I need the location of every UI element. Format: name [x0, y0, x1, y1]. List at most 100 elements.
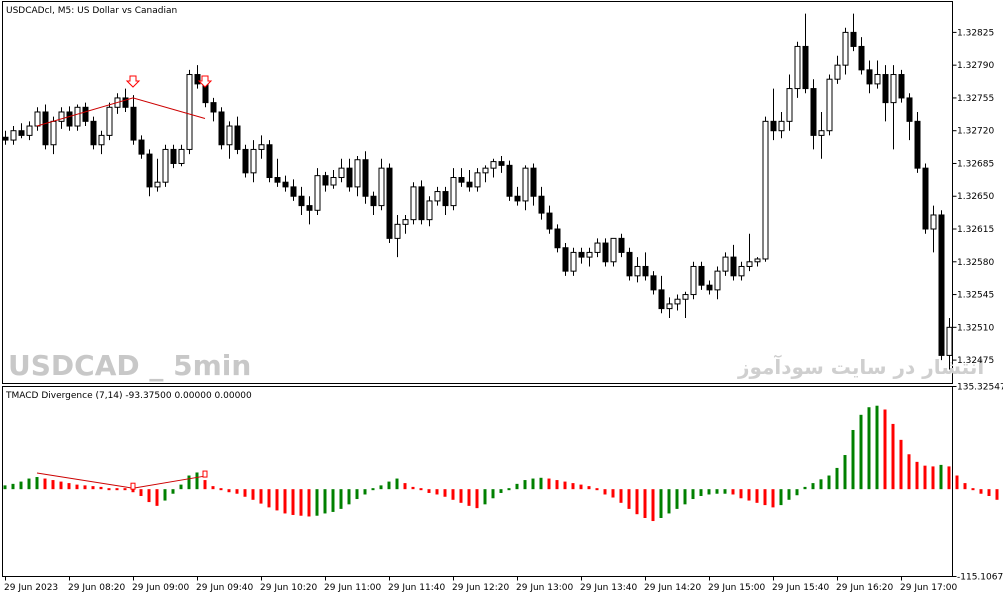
candle	[530, 163, 537, 206]
histogram-bar	[915, 461, 919, 490]
candle	[194, 65, 201, 89]
price-tick-label: 1.32650	[957, 192, 994, 202]
candle	[330, 170, 337, 189]
histogram-bar	[651, 489, 655, 522]
histogram-bar	[299, 489, 303, 516]
histogram-bar	[259, 489, 263, 504]
candle-body	[762, 120, 769, 260]
candle-body	[722, 256, 729, 272]
candle-body	[410, 186, 417, 221]
histogram-bar	[283, 489, 287, 514]
candle	[282, 175, 289, 192]
candle	[82, 102, 89, 127]
histogram-bar	[99, 486, 103, 490]
candle	[18, 123, 25, 139]
candle-body	[858, 45, 865, 71]
histogram-bar	[211, 486, 215, 490]
candles-group	[2, 13, 953, 370]
candle-body	[482, 167, 489, 174]
price-tick-label: 1.32475	[957, 356, 994, 366]
histogram-bar	[147, 489, 151, 503]
candle	[410, 182, 417, 225]
time-tick-label: 29 Jun 17:00	[900, 583, 957, 593]
candle-body	[826, 78, 833, 132]
candle	[562, 243, 569, 276]
time-tick-label: 29 Jun 15:40	[772, 583, 829, 593]
candle	[946, 317, 953, 370]
candle	[42, 104, 49, 150]
candle	[914, 111, 921, 173]
candle-body	[618, 237, 625, 253]
histogram-bar	[139, 489, 143, 496]
candle-body	[922, 167, 929, 230]
candle	[426, 196, 433, 227]
candle	[402, 214, 409, 234]
histogram-bar	[939, 464, 943, 490]
histogram-bar	[843, 455, 847, 490]
candle-body	[570, 251, 577, 272]
price-tick-label: 1.32510	[957, 323, 994, 333]
candle-body	[418, 186, 425, 221]
candle	[274, 158, 281, 187]
main-pane-frame	[2, 1, 953, 384]
histogram-group	[3, 405, 999, 522]
candle-body	[26, 125, 33, 136]
candle	[58, 107, 65, 129]
histogram-bar	[251, 489, 255, 500]
histogram-bar	[83, 485, 87, 490]
candle-body	[386, 167, 393, 239]
candle	[514, 186, 521, 206]
candle	[850, 13, 857, 52]
histogram-bar	[11, 483, 15, 490]
histogram-bar	[443, 489, 447, 497]
candle-body	[178, 148, 185, 164]
candle-body	[842, 31, 849, 66]
main-chart-title: USDCADcl, M5: US Dollar vs Canadian	[6, 6, 177, 16]
histogram-bar	[43, 478, 47, 490]
candle-body	[42, 111, 49, 146]
candle-body	[850, 31, 857, 47]
histogram-bar	[803, 486, 807, 490]
candle	[234, 116, 241, 155]
histogram-bar	[859, 414, 863, 490]
candle	[746, 233, 753, 272]
candle-body	[738, 265, 745, 277]
candle-body	[466, 181, 473, 188]
candle	[290, 179, 297, 201]
price-tick-label: 1.32825	[957, 28, 994, 38]
candle	[874, 60, 881, 89]
histogram-bar	[395, 478, 399, 490]
candle	[882, 65, 889, 122]
candle	[666, 297, 673, 318]
candle	[738, 261, 745, 281]
histogram-bar	[635, 489, 639, 515]
histogram-bar	[795, 489, 799, 496]
candle-body	[82, 106, 89, 122]
histogram-bar	[307, 489, 311, 517]
histogram-bar	[715, 489, 719, 494]
histogram-bar	[483, 489, 487, 505]
candle-body	[338, 167, 345, 179]
candle-body	[266, 144, 273, 179]
price-tick-label: 1.32755	[957, 94, 994, 104]
candle-body	[226, 125, 233, 146]
time-tick-label: 29 Jun 16:20	[836, 583, 893, 593]
candle-body	[946, 326, 953, 356]
candle	[2, 130, 9, 145]
candle	[26, 121, 33, 141]
histogram-bar	[355, 489, 359, 500]
histogram-bar	[203, 480, 207, 490]
candle-body	[98, 134, 105, 146]
price-tick-label: 1.32790	[957, 61, 994, 71]
candle-body	[778, 120, 785, 132]
histogram-bar	[59, 481, 63, 490]
candle-body	[106, 106, 113, 136]
candle-body	[802, 45, 809, 90]
price-tick-label: 1.32545	[957, 291, 994, 301]
candle-body	[58, 111, 65, 122]
candle	[74, 104, 81, 131]
candle-body	[666, 303, 673, 310]
candle-body	[258, 144, 265, 150]
time-tick-label: 29 Jun 10:20	[260, 583, 317, 593]
